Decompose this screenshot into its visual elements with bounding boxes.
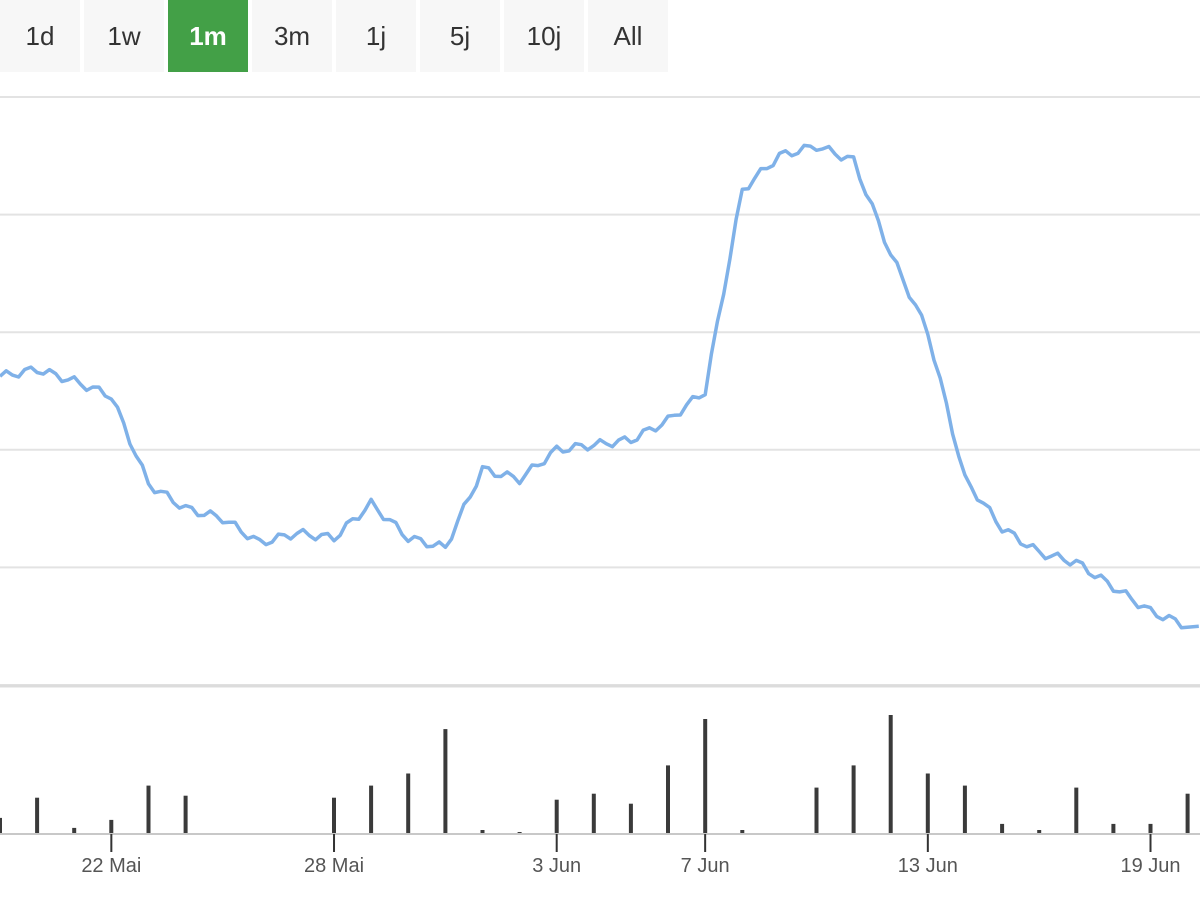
range-button-1m[interactable]: 1m xyxy=(168,0,248,72)
volume-bar xyxy=(888,715,893,834)
x-tick-label: 28 Mai xyxy=(304,855,364,877)
volume-bar xyxy=(591,793,596,834)
range-button-5j[interactable]: 5j xyxy=(420,0,500,72)
volume-bar xyxy=(369,785,374,834)
volume-bar xyxy=(146,785,151,834)
volume-bar xyxy=(628,803,633,834)
price-line xyxy=(0,143,1199,630)
volume-bar xyxy=(1148,823,1153,834)
volume-bar xyxy=(1074,787,1079,834)
x-tick-label: 3 Jun xyxy=(532,855,581,877)
volume-bar xyxy=(183,795,188,834)
volume-bar xyxy=(1111,823,1116,834)
grid-lines xyxy=(0,96,1200,686)
x-tick-label: 7 Jun xyxy=(681,855,730,877)
volume-bar xyxy=(332,797,336,834)
volume-bar xyxy=(406,773,411,834)
volume-bar xyxy=(962,785,967,834)
volume-bar xyxy=(851,765,856,834)
volume-bar xyxy=(443,729,448,834)
volume-bar xyxy=(1000,823,1005,834)
range-button-1w[interactable]: 1w xyxy=(84,0,164,72)
x-tick-label: 13 Jun xyxy=(898,855,958,877)
volume-bar xyxy=(0,817,2,834)
range-button-10j[interactable]: 10j xyxy=(504,0,584,72)
volume-bar xyxy=(925,773,930,834)
volume-bar xyxy=(666,765,670,834)
x-tick-label: 22 Mai xyxy=(81,855,141,877)
volume-bar xyxy=(554,799,559,834)
range-button-1d[interactable]: 1d xyxy=(0,0,80,72)
volume-bar xyxy=(72,827,77,834)
volume-bars xyxy=(0,715,1190,834)
volume-bar xyxy=(703,719,708,834)
range-button-3m[interactable]: 3m xyxy=(252,0,332,72)
range-button-1j[interactable]: 1j xyxy=(336,0,416,72)
volume-bar xyxy=(1185,793,1190,834)
volume-bar xyxy=(109,819,114,834)
volume-bar xyxy=(35,797,40,834)
volume-bar xyxy=(480,830,485,834)
x-axis-ticks: 22 Mai 28 Mai 3 Jun 7 Jun 13 Jun 19 Jun xyxy=(81,834,1181,877)
volume-bar xyxy=(1037,830,1042,834)
x-tick-label: 19 Jun xyxy=(1120,855,1180,877)
range-button-All[interactable]: All xyxy=(588,0,668,72)
volume-bar xyxy=(814,787,819,834)
price-line-layer xyxy=(0,143,1199,630)
volume-bar xyxy=(740,830,745,834)
